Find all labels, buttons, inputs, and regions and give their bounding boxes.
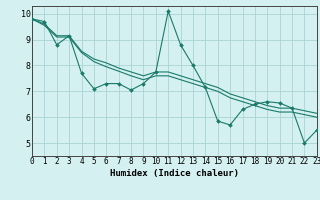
X-axis label: Humidex (Indice chaleur): Humidex (Indice chaleur) (110, 169, 239, 178)
